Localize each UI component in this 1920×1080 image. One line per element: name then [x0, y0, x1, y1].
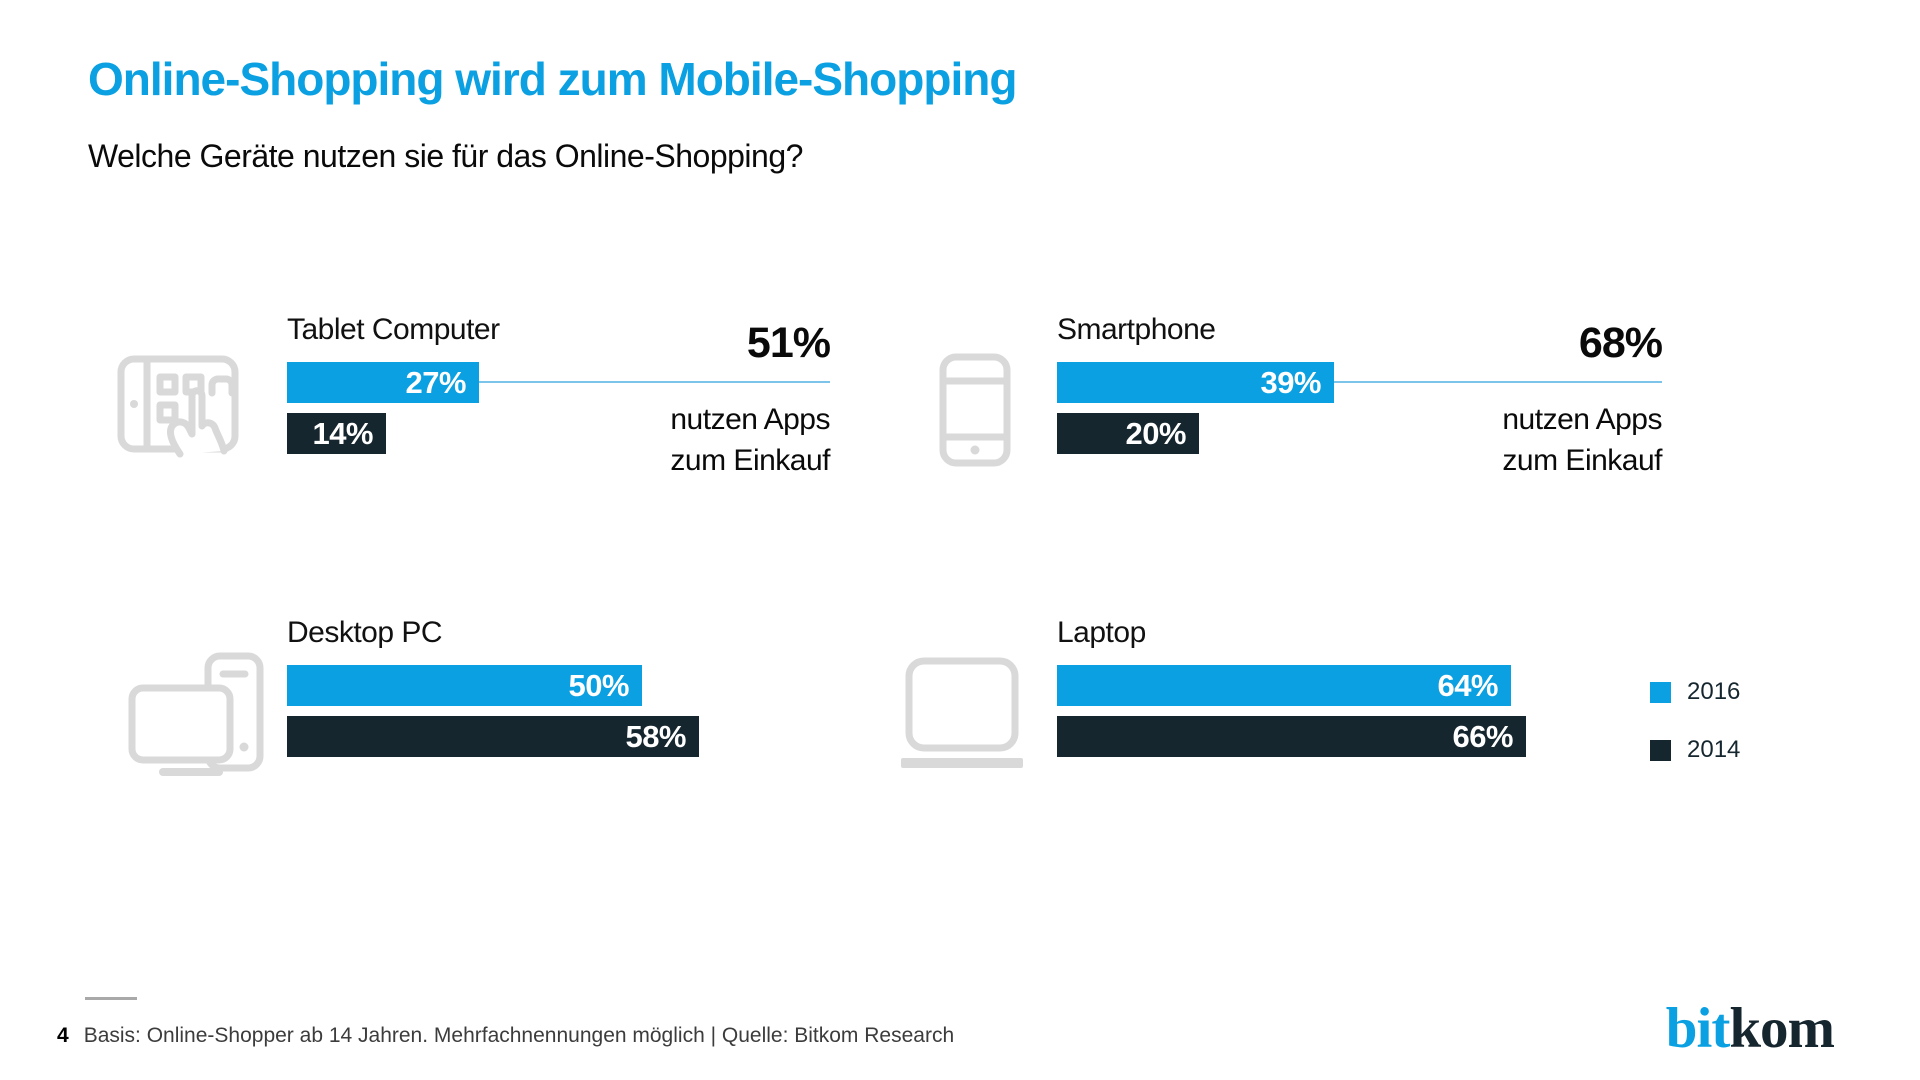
- bar-value-label: 14%: [312, 416, 373, 451]
- desktop-pc-icon: [126, 650, 268, 778]
- laptop-icon: [899, 655, 1025, 771]
- bar-2014: 66%: [1057, 716, 1526, 757]
- bar-value-label: 66%: [1452, 719, 1513, 754]
- bar-value-label: 50%: [568, 668, 629, 703]
- legend-item-2016: 2016: [1650, 678, 1740, 706]
- bar-2016: 64%: [1057, 665, 1511, 706]
- panel-laptop: Laptop 64% 66%: [1057, 616, 1662, 766]
- bar-2014: 20%: [1057, 413, 1199, 454]
- callout-connector-line: [1334, 381, 1662, 383]
- bitkom-logo: bitkom: [1665, 997, 1835, 1060]
- page-subtitle: Welche Geräte nutzen sie für das Online-…: [88, 138, 803, 174]
- footnote: 4 Basis: Online-Shopper ab 14 Jahren. Meh…: [57, 1024, 954, 1048]
- callout-connector-line: [479, 381, 830, 383]
- bar-2016: 27%: [287, 362, 479, 403]
- legend: 2016 2014: [1650, 678, 1740, 794]
- panel-smartphone: Smartphone 39% 20% 68% nutzen Apps zum E…: [1057, 313, 1663, 488]
- bar-2014: 14%: [287, 413, 386, 454]
- bar-2016: 39%: [1057, 362, 1334, 403]
- callout-value: 51%: [746, 319, 831, 367]
- panel-desktop-pc: Desktop PC 50% 58%: [287, 616, 830, 766]
- tablet-touch-icon: [116, 346, 242, 470]
- source-note: Basis: Online-Shopper ab 14 Jahren. Mehr…: [83, 1024, 955, 1047]
- bar-value-label: 58%: [625, 719, 686, 754]
- device-label: Tablet Computer: [287, 313, 500, 346]
- panel-tablet-computer: Tablet Computer 27% 14% 51% nutzen Apps …: [287, 313, 831, 488]
- footer-divider: [85, 997, 137, 1000]
- page-number: 4: [57, 1024, 69, 1047]
- legend-item-2014: 2014: [1650, 736, 1740, 764]
- legend-swatch-2016: [1650, 681, 1671, 703]
- device-label: Smartphone: [1057, 313, 1216, 346]
- legend-swatch-2014: [1650, 739, 1671, 761]
- bar-value-label: 20%: [1125, 416, 1186, 451]
- legend-label: 2014: [1687, 736, 1741, 763]
- bar-2016: 50%: [287, 665, 642, 706]
- bar-2014: 58%: [287, 716, 699, 757]
- bar-value-label: 39%: [1260, 365, 1321, 400]
- bar-value-label: 64%: [1437, 668, 1498, 703]
- device-label: Desktop PC: [287, 616, 443, 649]
- callout-text: nutzen Apps zum Einkauf: [1502, 403, 1662, 477]
- callout-value: 68%: [1578, 319, 1663, 367]
- callout-text: nutzen Apps zum Einkauf: [670, 403, 830, 477]
- smartphone-icon: [938, 352, 1012, 468]
- legend-label: 2016: [1687, 678, 1741, 705]
- bar-value-label: 27%: [405, 365, 466, 400]
- device-label: Laptop: [1057, 616, 1146, 649]
- page-title: Online-Shopping wird zum Mobile-Shopping: [88, 53, 1017, 105]
